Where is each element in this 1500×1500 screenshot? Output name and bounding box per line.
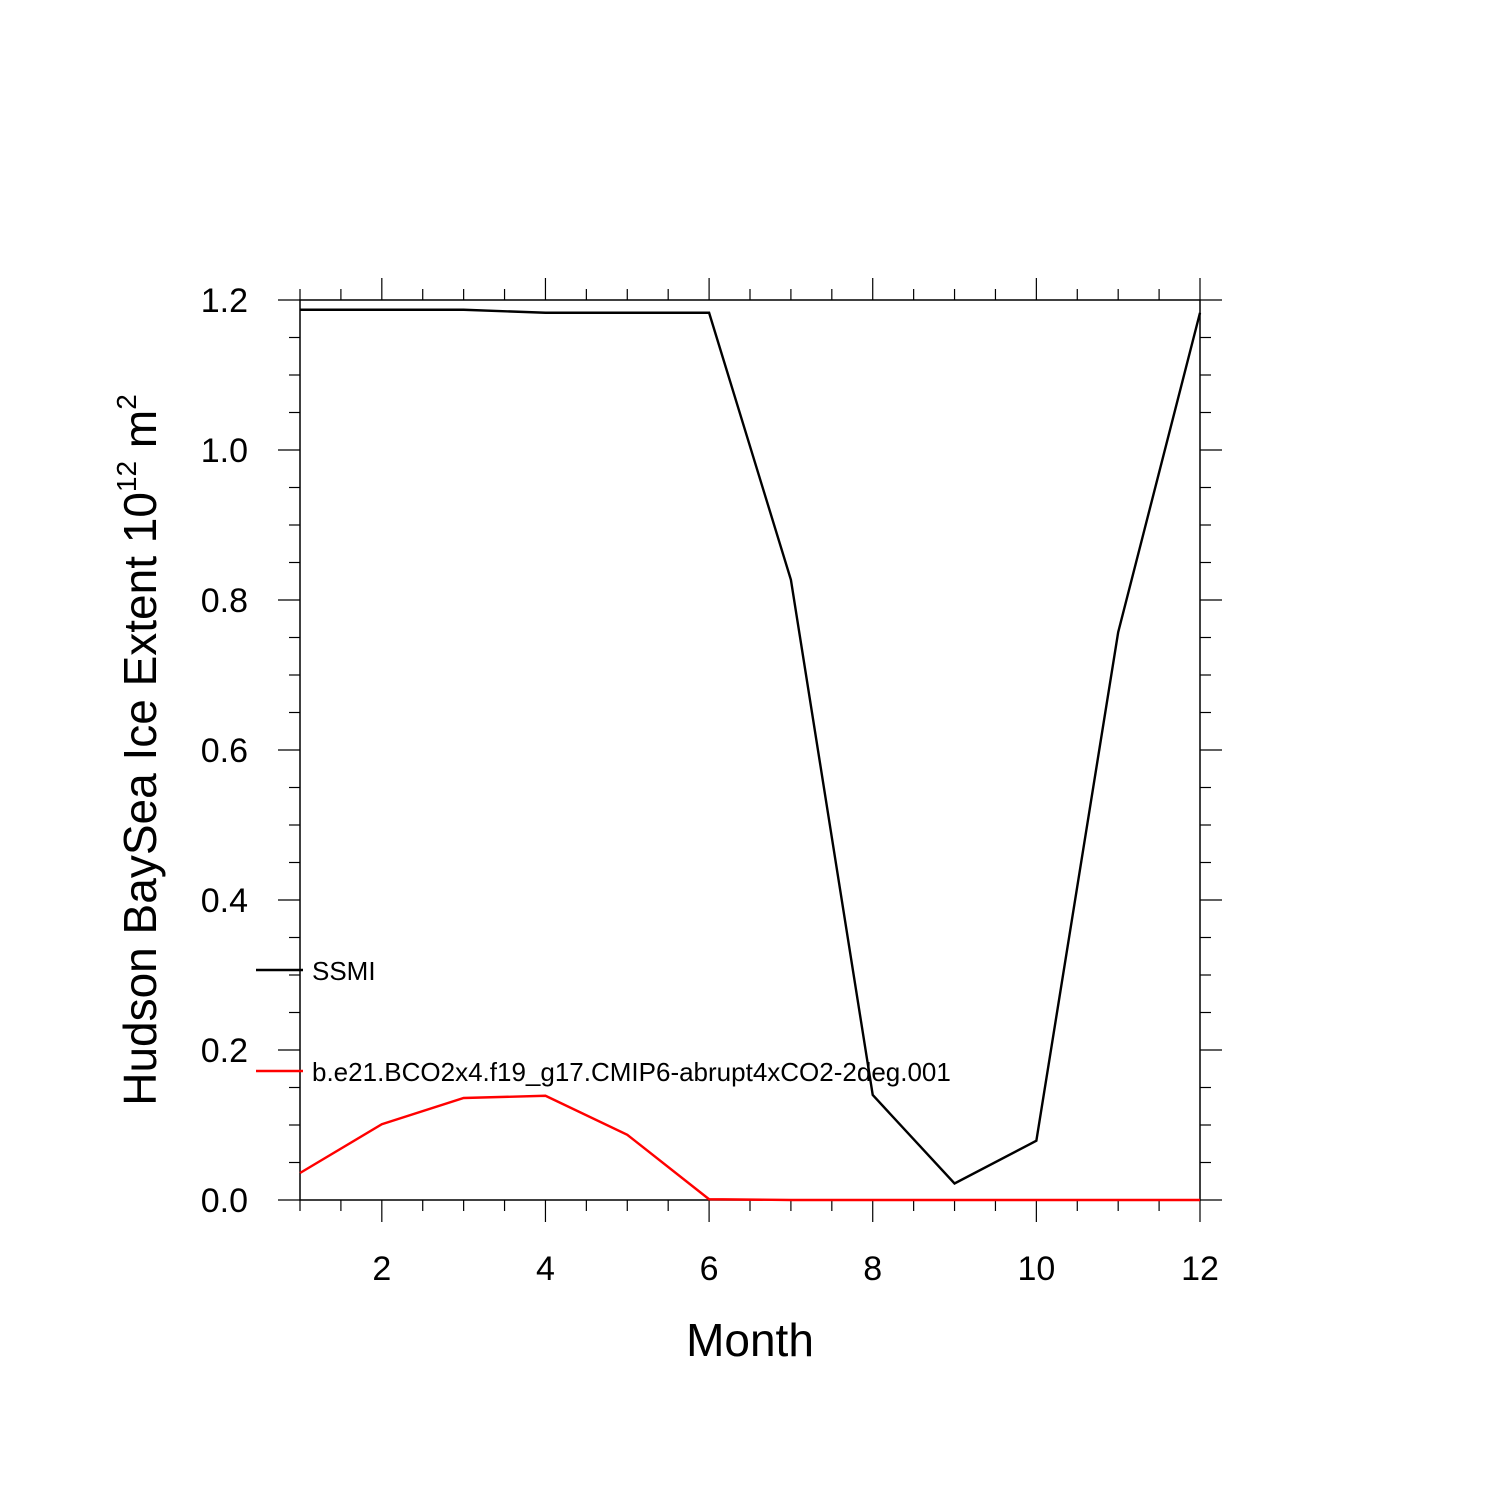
y-tick-label: 0.4 — [201, 882, 248, 920]
y-axis-title: Hudson BaySea Ice Extent 1012 m2 — [111, 394, 166, 1106]
y-tick-label: 1.2 — [201, 282, 248, 320]
y-axis-title-mid: m — [114, 410, 166, 461]
x-tick-label: 4 — [536, 1250, 555, 1288]
x-tick-label: 8 — [863, 1250, 882, 1288]
legend-label-1: SSMI — [312, 956, 376, 986]
legend: SSMI b.e21.BCO2x4.f19_g17.CMIP6-abrupt4xC… — [256, 956, 951, 1087]
x-tick-label: 12 — [1181, 1250, 1219, 1288]
axis-ticks — [278, 278, 1222, 1222]
legend-label-2: b.e21.BCO2x4.f19_g17.CMIP6-abrupt4xCO2-2… — [312, 1057, 951, 1087]
x-tick-label: 10 — [1017, 1250, 1055, 1288]
y-tick-label: 0.6 — [201, 732, 248, 770]
series-line-2 — [299, 1094, 1200, 1202]
series-lines — [299, 308, 1202, 1202]
y-axis-title-exp1: 12 — [111, 461, 142, 492]
x-tick-label: 2 — [372, 1250, 391, 1288]
y-axis-title-exp2: 2 — [111, 394, 142, 410]
series-line-1 — [300, 308, 1202, 1185]
x-axis-title: Month — [686, 1314, 814, 1366]
y-tick-label: 0.8 — [201, 582, 248, 620]
y-tick-label: 0.0 — [201, 1182, 248, 1220]
y-axis-title-prefix: Hudson BaySea Ice Extent 10 — [114, 492, 166, 1106]
tick-labels: 2 4 6 8 10 12 0.0 0.2 0.4 0.6 0.8 1.0 1.2 — [201, 282, 1219, 1288]
y-tick-label: 0.2 — [201, 1032, 248, 1070]
y-tick-label: 1.0 — [201, 432, 248, 470]
x-tick-label: 6 — [700, 1250, 719, 1288]
